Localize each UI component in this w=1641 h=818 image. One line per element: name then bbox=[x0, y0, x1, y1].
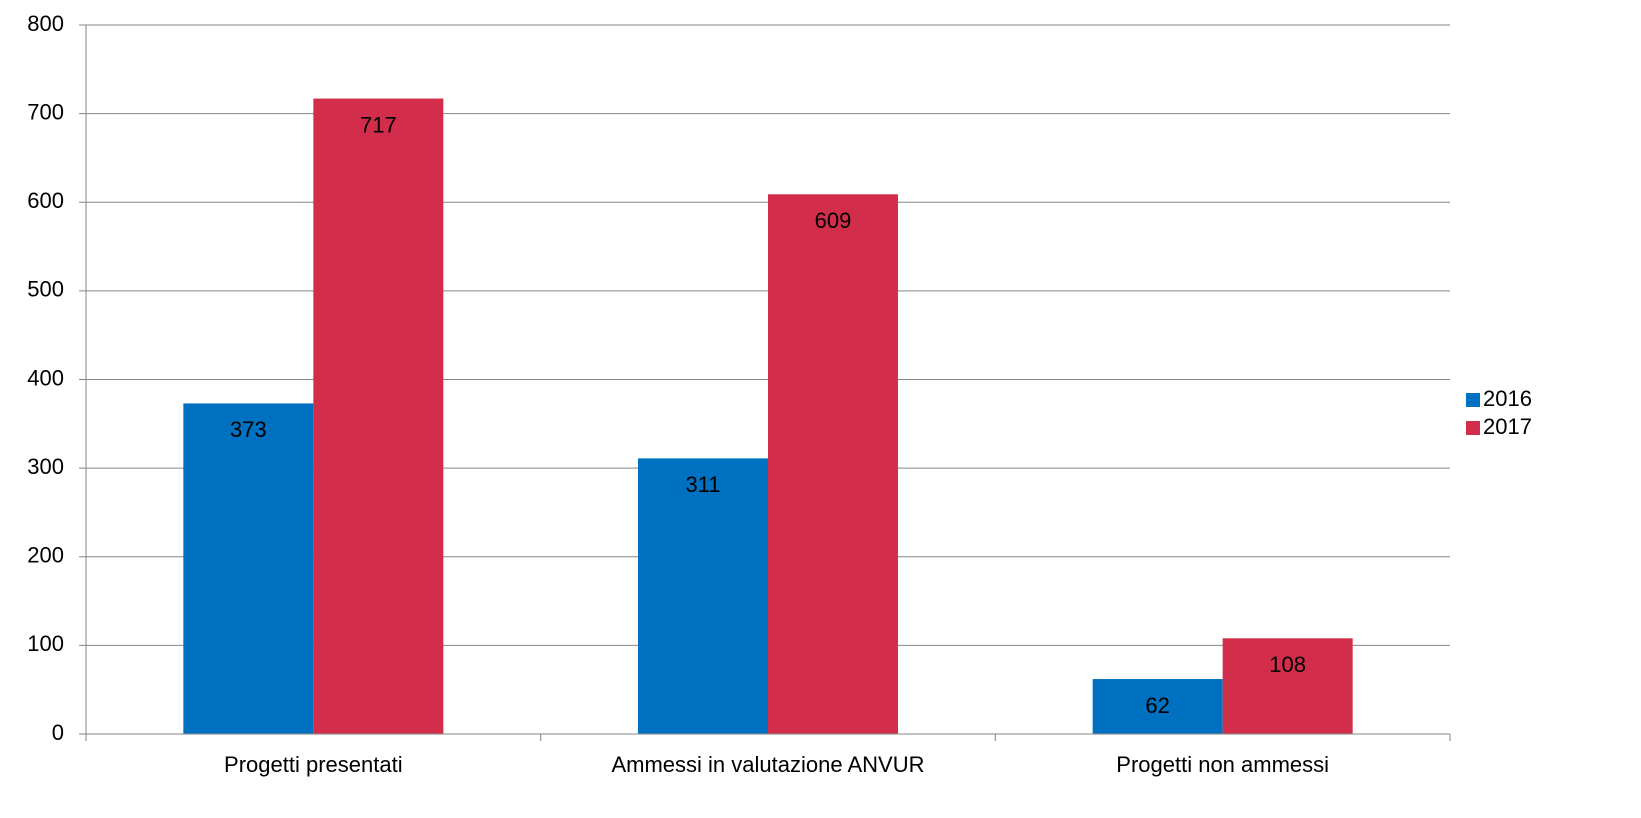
x-category-label: Progetti presentati bbox=[224, 752, 403, 777]
legend-label: 2016 bbox=[1483, 386, 1532, 411]
bars bbox=[183, 98, 1353, 735]
bar-2016-1 bbox=[638, 458, 768, 734]
data-label: 717 bbox=[360, 112, 397, 137]
y-tick-label: 100 bbox=[27, 631, 64, 656]
data-label: 108 bbox=[1269, 652, 1306, 677]
data-label: 311 bbox=[685, 472, 720, 497]
y-tick-label: 800 bbox=[27, 11, 64, 36]
legend-label: 2017 bbox=[1483, 414, 1532, 439]
x-category-label: Progetti non ammessi bbox=[1116, 752, 1329, 777]
data-labels: 373 717 311 609 62 108 bbox=[230, 112, 1306, 717]
y-tick-label: 400 bbox=[27, 365, 64, 390]
bar-2016-0 bbox=[183, 403, 314, 734]
data-label: 609 bbox=[815, 208, 852, 233]
x-category-label: Ammessi in valutazione ANVUR bbox=[611, 752, 924, 777]
y-tick-label: 300 bbox=[27, 454, 64, 479]
legend-swatch-2016 bbox=[1466, 393, 1480, 407]
legend: 2016 2017 bbox=[1466, 386, 1532, 439]
y-tick-label: 700 bbox=[27, 99, 64, 124]
y-tick-label: 600 bbox=[27, 188, 64, 213]
bar-2017-0 bbox=[313, 98, 444, 735]
data-label: 373 bbox=[230, 417, 267, 442]
y-tick-label: 200 bbox=[27, 543, 64, 568]
bar-2017-2 bbox=[1222, 638, 1353, 734]
bar-2016-2 bbox=[1092, 679, 1223, 734]
legend-swatch-2017 bbox=[1466, 421, 1480, 435]
y-tick-label: 0 bbox=[52, 720, 64, 745]
data-label: 62 bbox=[1145, 693, 1169, 718]
bar-2017-1 bbox=[768, 194, 898, 734]
y-tick-label: 500 bbox=[27, 277, 64, 302]
axes: 0 100 200 300 400 500 600 700 800 Progetti presen… bbox=[27, 11, 1451, 777]
